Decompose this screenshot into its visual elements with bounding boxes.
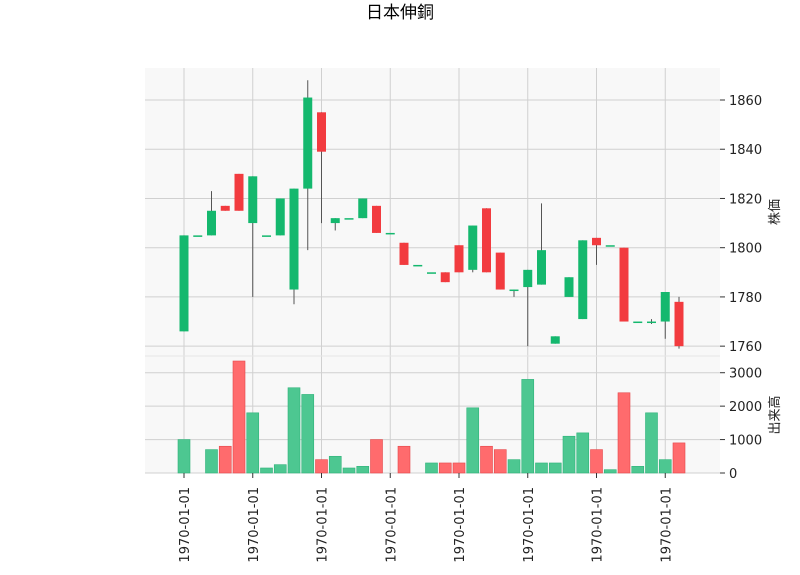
price-axis: 1760 1780 1800 1820 1840 1860 [720,94,762,355]
volume-bar [356,466,370,474]
volume-bar [562,435,576,474]
candle-body [193,235,203,237]
candle-body [399,242,409,265]
volume-bar [342,467,356,474]
x-tick-label: 1970-01-01 [453,487,468,563]
candle-body [537,250,546,285]
volume-bar [370,439,383,474]
candle-body [633,321,643,324]
volume-bar [603,469,617,474]
candle-body [564,277,574,297]
candle-body [179,235,189,332]
volume-bar [425,462,438,474]
volume-bar [205,449,218,474]
volume-axis: 0 1000 2000 3000 [720,367,762,482]
volume-tick-label: 0 [729,467,737,482]
chart-title: 日本伸銅 [366,3,434,23]
volume-bar [480,445,493,474]
volume-bar [576,432,590,474]
x-tick-label: 1970-01-01 [247,487,262,563]
volume-bar [658,459,672,474]
volume-bar [672,442,686,474]
x-axis: 1970-01-01 1970-01-01 1970-01-01 1970-01-01… [178,473,674,563]
volume-bar [617,392,631,474]
candle-body [372,205,381,233]
volume-tick-label: 1000 [729,434,762,449]
volume-axis-label: 出来高 [767,395,783,434]
price-tick-label: 1760 [729,340,762,355]
candle-body [482,208,491,273]
candles [179,80,684,349]
candle-body [262,235,271,237]
volume-bar [260,467,273,474]
candle-body [234,173,244,211]
volume-bar [521,379,535,474]
volume-bar [493,449,507,474]
volume-bar [535,462,548,474]
volume-bar [645,412,658,474]
candle-body [344,218,354,220]
candle-body [358,198,368,219]
x-tick-label: 1970-01-01 [659,487,674,563]
volume-bar [507,459,521,474]
price-tick-label: 1860 [729,94,762,109]
x-tick-label: 1970-01-01 [522,487,537,563]
candle-body [523,269,533,288]
volume-bar [232,360,246,474]
volume-tick-label: 3000 [729,367,762,382]
candle-body [578,240,588,320]
volume-bar [548,462,562,474]
candle-body [495,252,505,290]
volume-bar [315,459,328,474]
candle-body [660,292,670,322]
candle-body [674,301,684,347]
candle-body [413,264,423,267]
candle-body [207,210,216,236]
candle-body [468,225,478,270]
candle-body [605,245,615,247]
x-tick-label: 1970-01-01 [178,487,193,563]
price-axis-label: 株価 [768,199,783,225]
x-tick-label: 1970-01-01 [316,487,331,563]
volume-bar [397,445,411,474]
price-tick-label: 1820 [729,192,762,207]
volume-bar [452,462,466,474]
volume-bar [246,412,260,474]
volume-bar [466,407,480,474]
candle-body [509,289,519,292]
price-tick-label: 1840 [729,143,762,158]
x-tick-label: 1970-01-01 [384,487,399,563]
candle-body [647,321,656,324]
candle-body [427,272,436,274]
volume-bar [177,439,191,474]
candle-body [303,97,313,189]
candle-body [330,218,340,224]
volume-bar [287,387,301,474]
price-tick-label: 1780 [729,291,762,306]
volume-bar [328,455,342,474]
candle-body [592,237,601,246]
x-tick-label: 1970-01-01 [591,487,606,563]
candle-body [619,247,629,322]
volume-bar [438,462,452,474]
candle-body [289,188,299,290]
volume-bar [301,394,315,474]
candle-body [550,336,560,344]
volume-bar [631,466,645,474]
candle-body [275,198,285,236]
candle-body [248,176,258,224]
candle-body [317,112,326,152]
price-tick-label: 1800 [729,242,762,257]
candle-body [385,232,395,235]
volume-tick-label: 2000 [729,400,762,415]
candle-body [440,272,450,283]
price-panel [145,68,720,356]
volume-bars [177,360,686,474]
volume-bar [273,464,287,474]
volume-bar [590,449,603,474]
candle-body [220,205,230,211]
volume-bar [218,445,232,474]
candle-body [454,245,464,273]
